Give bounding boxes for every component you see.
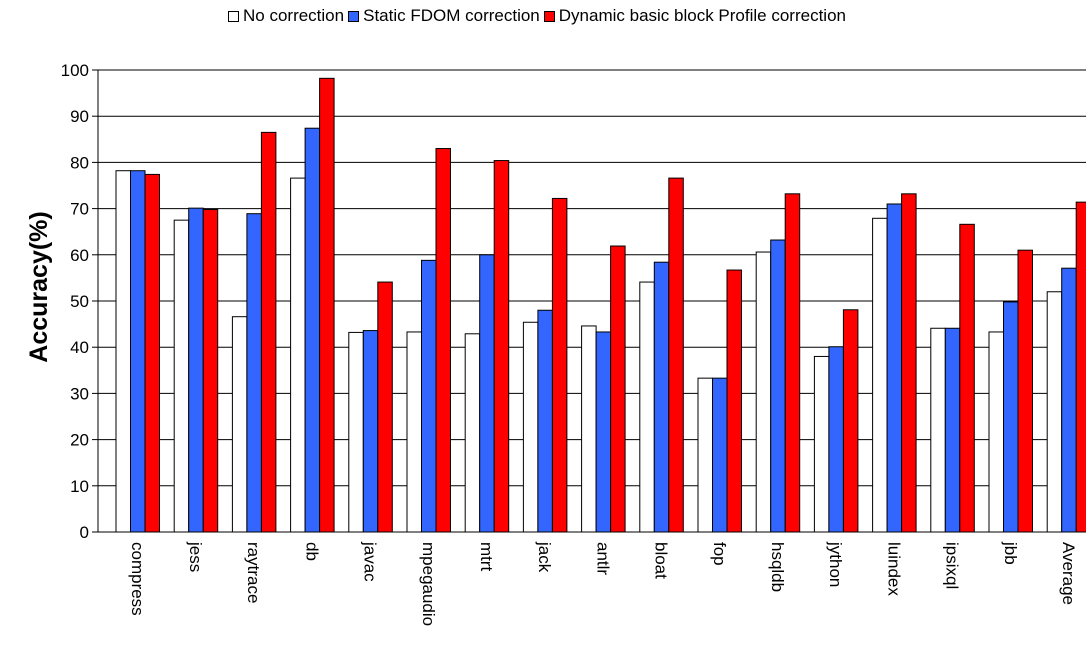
y-tick-label: 80 — [70, 153, 89, 172]
y-tick-label: 100 — [61, 61, 89, 80]
y-tick-label: 30 — [70, 384, 89, 403]
axes: 0 10 20 30 40 50 60 70 80 90 100 compress jess raytra… — [61, 61, 1086, 626]
x-tick-label: compress — [128, 542, 147, 616]
bar-hsqldb-s1 — [770, 239, 786, 533]
bar-jbb-s2 — [1017, 249, 1033, 533]
x-tick-label: jack — [535, 541, 554, 573]
bar-fop-s1 — [712, 377, 728, 533]
bar-jack-s0 — [522, 321, 539, 533]
x-tick-label: javac — [361, 541, 380, 582]
x-tick-label: mpegaudio — [419, 542, 438, 626]
bar-fop-s0 — [697, 377, 713, 533]
y-tick-label: 50 — [70, 292, 89, 311]
legend-swatch-static — [348, 10, 360, 22]
bar-ipsixql-s0 — [930, 327, 946, 533]
bar-antlr-s1 — [595, 331, 612, 533]
bar-bloat-s1 — [653, 261, 670, 533]
bar-mpegaudio-s1 — [421, 259, 437, 533]
bar-hsqldb-s2 — [784, 193, 801, 533]
bars — [115, 77, 1086, 533]
bar-jbb-s0 — [988, 331, 1004, 533]
legend-item-no-correction: No correction — [228, 6, 344, 26]
bar-luindex-s1 — [886, 203, 903, 533]
bar-jython-s1 — [828, 346, 844, 533]
x-tick-label: antlr — [593, 542, 612, 575]
x-tick-label: ipsixql — [943, 542, 962, 589]
bar-db-s0 — [290, 177, 306, 533]
bar-bloat-s2 — [668, 177, 684, 533]
x-tick-label: luindex — [884, 542, 903, 596]
bar-luindex-s0 — [872, 217, 888, 533]
bar-antlr-s0 — [581, 325, 597, 533]
bar-raytrace-s0 — [231, 316, 248, 533]
bar-ipsixql-s1 — [944, 327, 961, 533]
bar-jython-s0 — [813, 355, 830, 533]
bar-jess-s0 — [173, 219, 190, 533]
bar-jess-s1 — [188, 207, 204, 533]
bar-compress-s0 — [115, 170, 131, 533]
bar-mpegaudio-s0 — [406, 331, 422, 533]
legend-swatch-no-correction — [228, 10, 239, 22]
x-tick-label: jess — [186, 541, 205, 572]
bar-db-s1 — [304, 127, 321, 533]
x-tick-label: db — [302, 542, 321, 561]
x-tick-label: jython — [826, 541, 845, 587]
y-tick-label: 0 — [80, 523, 89, 542]
bar-jess-s2 — [202, 209, 219, 533]
bar-luindex-s2 — [901, 193, 917, 533]
bar-mtrt-s2 — [493, 160, 510, 533]
bar-db-s2 — [319, 77, 335, 533]
x-tick-label: Average — [1059, 542, 1078, 605]
legend-item-static: Static FDOM correction — [348, 6, 540, 26]
x-tick-label: mtrt — [477, 542, 496, 572]
legend-item-dynamic: Dynamic basic block Profile correction — [543, 6, 846, 26]
bar-javac-s2 — [377, 281, 393, 533]
legend-swatch-dynamic — [543, 10, 555, 22]
x-tick-label: raytrace — [244, 542, 263, 603]
legend-label-no-correction: No correction — [243, 6, 345, 25]
bar-jack-s2 — [551, 197, 568, 533]
bar-bloat-s0 — [639, 281, 655, 533]
bar-raytrace-s1 — [246, 213, 262, 533]
y-tick-label: 70 — [70, 200, 89, 219]
x-tick-label: bloat — [652, 542, 671, 579]
bar-javac-s1 — [362, 330, 379, 533]
bar-fop-s2 — [726, 269, 742, 533]
x-tick-label: hsqldb — [768, 542, 787, 592]
y-tick-label: 10 — [70, 477, 89, 496]
bar-jack-s1 — [537, 309, 553, 533]
legend-label-dynamic: Dynamic basic block Profile correction — [558, 6, 846, 25]
bar-mtrt-s0 — [464, 333, 481, 533]
bar-javac-s0 — [348, 331, 364, 533]
bar-jython-s2 — [842, 309, 859, 533]
y-tick-label: 40 — [70, 338, 89, 357]
x-tick-label: jbb — [1001, 541, 1020, 565]
bar-Average-s2 — [1075, 201, 1086, 533]
bar-mtrt-s1 — [479, 254, 495, 533]
bar-Average-s0 — [1046, 291, 1063, 533]
y-axis-label: Accuracy(%) — [25, 211, 53, 362]
bar-mpegaudio-s2 — [435, 148, 451, 533]
bar-Average-s1 — [1061, 267, 1077, 533]
y-tick-label: 90 — [70, 107, 89, 126]
legend-label-static: Static FDOM correction — [363, 6, 540, 25]
y-tick-label: 20 — [70, 431, 89, 450]
bar-jbb-s1 — [1003, 301, 1019, 533]
y-tick-label: 60 — [70, 246, 89, 265]
legend: No correction Static FDOM correction Dyn… — [228, 6, 850, 26]
bar-hsqldb-s0 — [755, 251, 772, 533]
bar-compress-s2 — [144, 173, 160, 533]
bar-compress-s1 — [130, 170, 146, 533]
bar-ipsixql-s2 — [959, 223, 975, 533]
bar-antlr-s2 — [610, 245, 626, 533]
bar-raytrace-s2 — [260, 131, 277, 533]
x-tick-label: fop — [710, 542, 729, 566]
